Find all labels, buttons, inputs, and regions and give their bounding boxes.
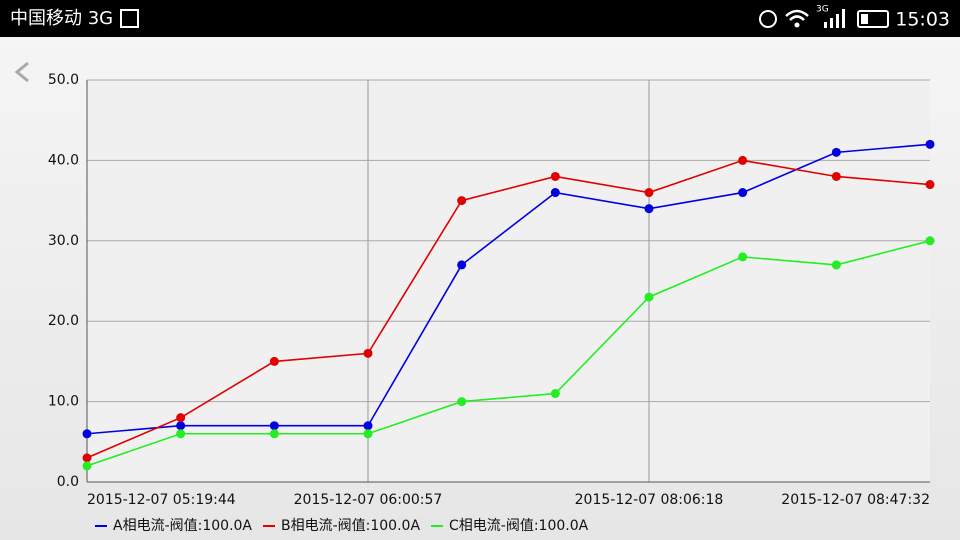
data-point <box>457 196 467 206</box>
y-tick-label: 10.0 <box>48 394 79 410</box>
data-point <box>925 236 935 246</box>
legend-label: A相电流-阀值:100.0A <box>113 518 252 534</box>
x-tick-label: 2015-12-07 05:19:44 <box>87 492 236 508</box>
data-point <box>738 252 748 262</box>
data-point <box>82 429 92 439</box>
data-point <box>644 188 654 198</box>
wifi-icon <box>785 9 809 21</box>
data-point <box>176 421 186 431</box>
carrier: 中国移动 3G <box>10 8 113 29</box>
data-point <box>644 204 654 214</box>
data-point <box>363 421 373 431</box>
network-type: 3G <box>816 5 829 15</box>
series-line <box>86 143 931 435</box>
y-tick-label: 20.0 <box>48 313 79 329</box>
clock: 15:03 <box>895 9 950 31</box>
data-point <box>550 188 560 198</box>
data-point <box>550 389 560 399</box>
y-tick-label: 40.0 <box>48 152 79 168</box>
data-point <box>738 188 748 198</box>
data-point <box>82 461 92 471</box>
data-point <box>457 260 467 270</box>
chart[interactable]: 0.0 10.0 20.0 30.0 40.0 50.0 2015-12-07 05:19:… <box>0 37 960 540</box>
data-point <box>176 429 186 439</box>
data-point <box>457 397 467 407</box>
data-point <box>363 429 373 439</box>
notification-icon <box>120 9 139 28</box>
x-tick-label: 2015-12-07 06:00:57 <box>294 492 443 508</box>
data-point <box>831 147 841 157</box>
status-bar: 中国移动 3G 3G 15:03 <box>0 0 960 37</box>
data-point <box>925 180 935 190</box>
data-point <box>363 348 373 358</box>
y-tick-label: 0.0 <box>57 474 79 490</box>
signal-icon <box>824 9 845 28</box>
plot-area <box>87 80 930 482</box>
series-line <box>86 159 931 459</box>
data-point <box>82 453 92 463</box>
back-button[interactable] <box>14 61 29 83</box>
data-point <box>644 292 654 302</box>
wifi-icon <box>794 22 800 28</box>
data-point <box>831 171 841 181</box>
data-point <box>738 155 748 165</box>
data-point <box>269 421 279 431</box>
alarm-icon <box>759 10 777 28</box>
x-tick-label: 2015-12-07 08:06:18 <box>575 492 724 508</box>
data-point <box>176 413 186 423</box>
data-point <box>269 429 279 439</box>
y-tick-label: 50.0 <box>48 72 79 88</box>
x-tick-label: 2015-12-07 08:47:32 <box>781 492 930 508</box>
legend-label: B相电流-阀值:100.0A <box>281 518 420 534</box>
y-tick-label: 30.0 <box>48 233 79 249</box>
data-point <box>550 171 560 181</box>
series-line <box>86 240 931 467</box>
data-point <box>925 139 935 149</box>
data-point <box>269 356 279 366</box>
battery-icon <box>857 10 889 28</box>
legend-label: C相电流-阀值:100.0A <box>449 518 589 534</box>
data-point <box>831 260 841 270</box>
battery-icon <box>861 14 868 24</box>
